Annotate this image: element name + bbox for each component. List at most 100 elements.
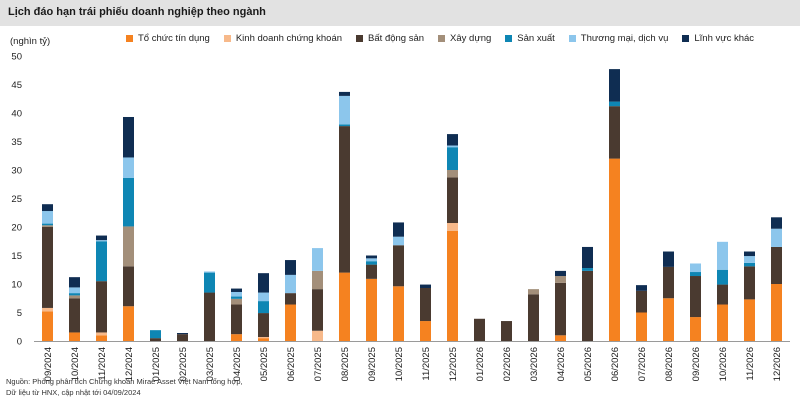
bar-segment [582, 268, 593, 271]
y-tick-label: 50 [11, 52, 22, 63]
y-tick-label: 0 [17, 337, 22, 348]
bar-segment [447, 177, 458, 224]
bar-segment [528, 289, 539, 295]
bar-segment [42, 307, 53, 312]
bar-segment [96, 241, 107, 282]
bar-segment [366, 258, 377, 262]
x-tick-label: 07/2026 [637, 347, 648, 381]
bar-segment [339, 126, 350, 273]
x-tick-label: 03/2026 [529, 347, 540, 381]
bar-segment [339, 124, 350, 127]
bar-segment [393, 286, 404, 341]
y-tick-label: 25 [11, 194, 22, 205]
bar-segment [123, 226, 134, 267]
chart-title: Lịch đáo hạn trái phiếu doanh nghiệp the… [8, 6, 266, 18]
x-tick-label: 10/2025 [394, 347, 405, 381]
bar-segment [285, 304, 296, 341]
y-tick-label: 20 [11, 223, 22, 234]
bar-segment [258, 301, 269, 314]
bar-segment [231, 288, 242, 292]
y-tick-label: 10 [11, 280, 22, 291]
bar-segment [447, 230, 458, 341]
legend-item: Sản xuất [505, 33, 555, 44]
bar-segment [771, 217, 782, 229]
bar-segment [339, 91, 350, 96]
bar-segment [231, 334, 242, 341]
x-tick-label: 12/2024 [124, 347, 135, 381]
y-tick-label: 45 [11, 80, 22, 91]
bars-layer [42, 69, 782, 341]
legend-swatch [223, 34, 231, 42]
x-tick-label: 10/2024 [70, 347, 81, 381]
bar-segment [474, 318, 485, 341]
bar-segment [69, 287, 80, 294]
bar-segment [393, 245, 404, 287]
bar-segment [420, 287, 431, 322]
legend-swatch [682, 34, 690, 42]
bar-segment [42, 223, 53, 226]
bar-segment [420, 284, 431, 288]
bar-segment [528, 294, 539, 341]
y-axis: 0 5 10 15 20 25 30 35 40 45 50 [11, 52, 22, 348]
x-tick-label: 09/2024 [43, 347, 54, 381]
x-tick-label: 07/2025 [313, 347, 324, 381]
bar-segment [285, 274, 296, 294]
x-tick-label: 01/2026 [475, 347, 486, 381]
legend-item: Tổ chức tín dụng [126, 33, 210, 44]
bar-segment [744, 256, 755, 263]
bar-segment [285, 260, 296, 275]
legend-label: Tổ chức tín dụng [138, 32, 210, 44]
y-tick-label: 40 [11, 109, 22, 120]
bar-segment [96, 281, 107, 333]
bar-segment [636, 312, 647, 341]
bar-segment [258, 313, 269, 338]
x-tick-label: 04/2025 [232, 347, 243, 381]
x-tick-label: 02/2025 [178, 347, 189, 381]
bar-segment [609, 158, 620, 341]
bar-segment [393, 236, 404, 246]
bar-segment [42, 225, 53, 227]
bar-segment [231, 304, 242, 335]
bar-segment [717, 284, 728, 305]
bar-segment [123, 266, 134, 307]
bar-segment [717, 241, 728, 270]
x-tick-label: 02/2026 [502, 347, 513, 381]
bar-segment [123, 177, 134, 227]
bar-segment [555, 282, 566, 336]
bar-segment [744, 251, 755, 257]
legend-label: Xây dựng [450, 32, 492, 44]
bar-segment [69, 298, 80, 333]
bar-segment [636, 285, 647, 291]
bar-segment [69, 293, 80, 296]
x-tick-label: 05/2026 [583, 347, 594, 381]
bar-segment [258, 338, 269, 341]
bar-segment [96, 332, 107, 336]
bar-segment [258, 273, 269, 293]
bar-segment [69, 277, 80, 288]
bar-segment [123, 157, 134, 178]
bar-segment [447, 147, 458, 170]
x-tick-label: 05/2025 [259, 347, 270, 381]
x-tick-label: 12/2025 [448, 347, 459, 381]
legend-label: Sản xuất [517, 32, 555, 44]
x-tick-label: 12/2026 [772, 347, 783, 381]
bar-segment [744, 266, 755, 300]
x-tick-label: 06/2026 [610, 347, 621, 381]
legend-item: Bất động sản [356, 33, 424, 44]
source-line: Dữ liệu từ HNX, cập nhật tới 04/09/2024 [6, 388, 141, 397]
x-tick-label: 04/2026 [556, 347, 567, 381]
bar-segment [609, 106, 620, 159]
bar-segment [717, 304, 728, 341]
bar-segment [366, 264, 377, 279]
bar-segment [123, 306, 134, 341]
bar-segment [690, 263, 701, 273]
bar-segment [447, 134, 458, 146]
legend-item: Kinh doanh chứng khoán [223, 33, 342, 44]
bar-segment [690, 317, 701, 341]
x-tick-label: 11/2026 [745, 347, 756, 381]
bar-segment [663, 298, 674, 341]
x-tick-label: 01/2025 [151, 347, 162, 381]
bar-segment [690, 276, 701, 318]
x-tick-label: 06/2025 [286, 347, 297, 381]
bar-segment [339, 272, 350, 341]
